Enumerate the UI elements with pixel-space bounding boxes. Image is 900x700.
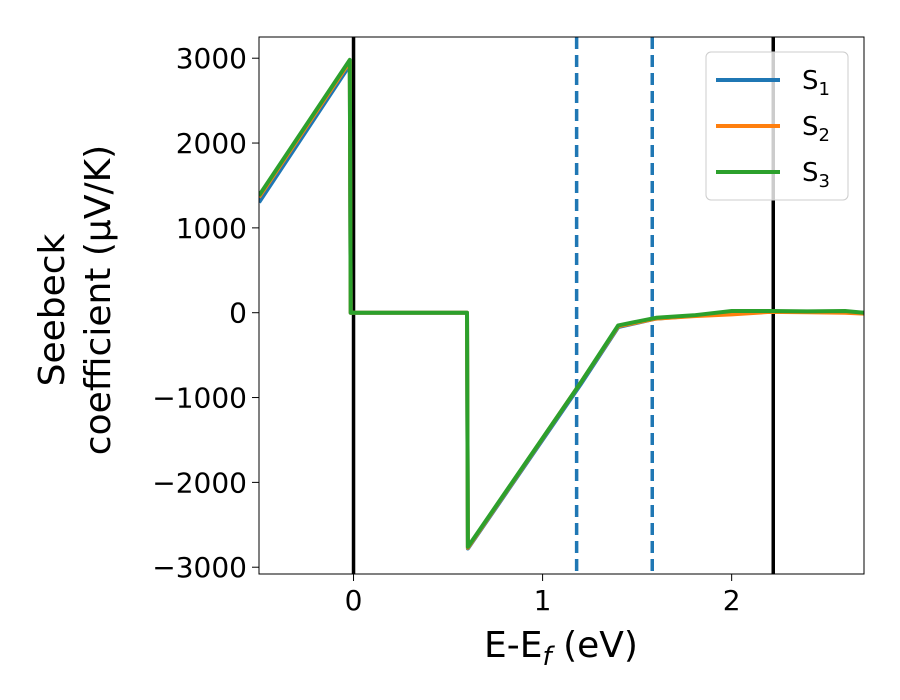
- x-tick-label: 0: [345, 584, 363, 617]
- y-tick-label: 0: [229, 297, 247, 330]
- legend: S1 S2 S3: [705, 51, 849, 201]
- x-axis-label-unit: (eV): [552, 625, 638, 666]
- x-tick-label: 1: [534, 584, 552, 617]
- legend-label-S1: S1: [802, 66, 830, 100]
- plot-frame: [258, 36, 865, 575]
- legend-label-S2: S2: [802, 112, 830, 146]
- x-tick-label: 2: [723, 584, 741, 617]
- y-tick-label: 3000: [176, 42, 247, 75]
- x-axis-label: E-Ef (eV): [484, 625, 638, 672]
- y-axis-label-line2: coefficient (μV/K): [78, 145, 119, 455]
- y-tick-label: −2000: [152, 466, 247, 499]
- series-line-S3: [259, 57, 864, 549]
- x-axis-label-main: E-E: [484, 625, 542, 666]
- y-tick-label: −1000: [152, 382, 247, 415]
- y-axis-label-line1: Seebeck: [32, 233, 73, 386]
- y-axis-label: Seebeck coefficient (μV/K): [32, 145, 119, 455]
- y-tick-label: 2000: [176, 127, 247, 160]
- y-tick-label: 1000: [176, 212, 247, 245]
- y-tick-label: −3000: [152, 551, 247, 584]
- legend-label-S3: S3: [802, 158, 830, 192]
